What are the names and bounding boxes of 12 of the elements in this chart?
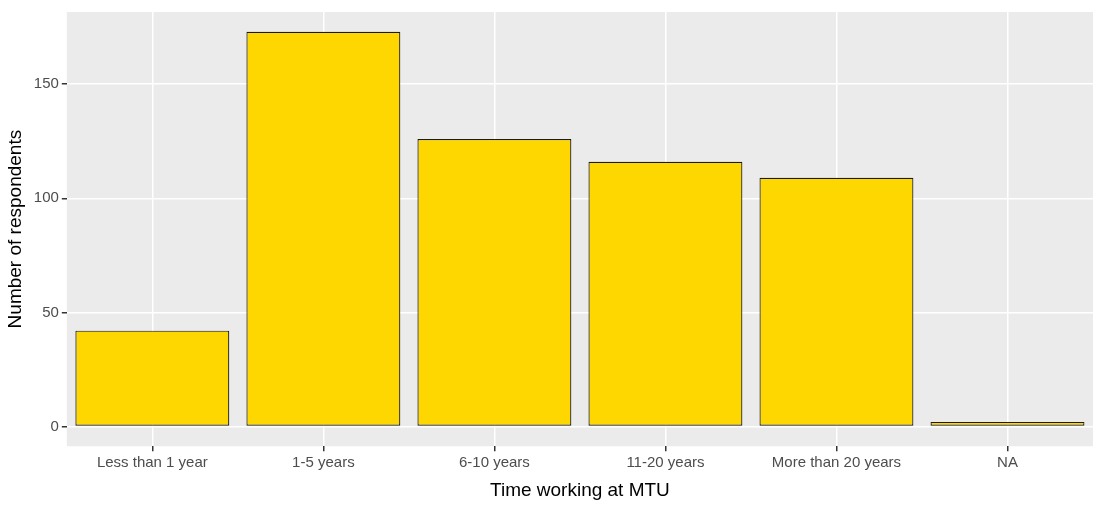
x-tick-label: 6-10 years <box>458 453 530 471</box>
y-axis-title: Number of respondents <box>3 129 25 329</box>
y-tick-label: 150 <box>33 74 59 92</box>
x-tick-label: 11-20 years <box>626 453 705 471</box>
x-tick-label: NA <box>997 453 1018 471</box>
x-axis-title: Time working at MTU <box>490 478 670 500</box>
y-tick-label: 100 <box>33 188 59 206</box>
y-tick-label: 50 <box>42 302 59 320</box>
x-tick-label: More than 20 years <box>771 453 902 471</box>
x-tick-label: 1-5 years <box>292 453 355 471</box>
y-tick-label: 0 <box>50 416 59 434</box>
x-tick-label: Less than 1 year <box>96 453 208 471</box>
